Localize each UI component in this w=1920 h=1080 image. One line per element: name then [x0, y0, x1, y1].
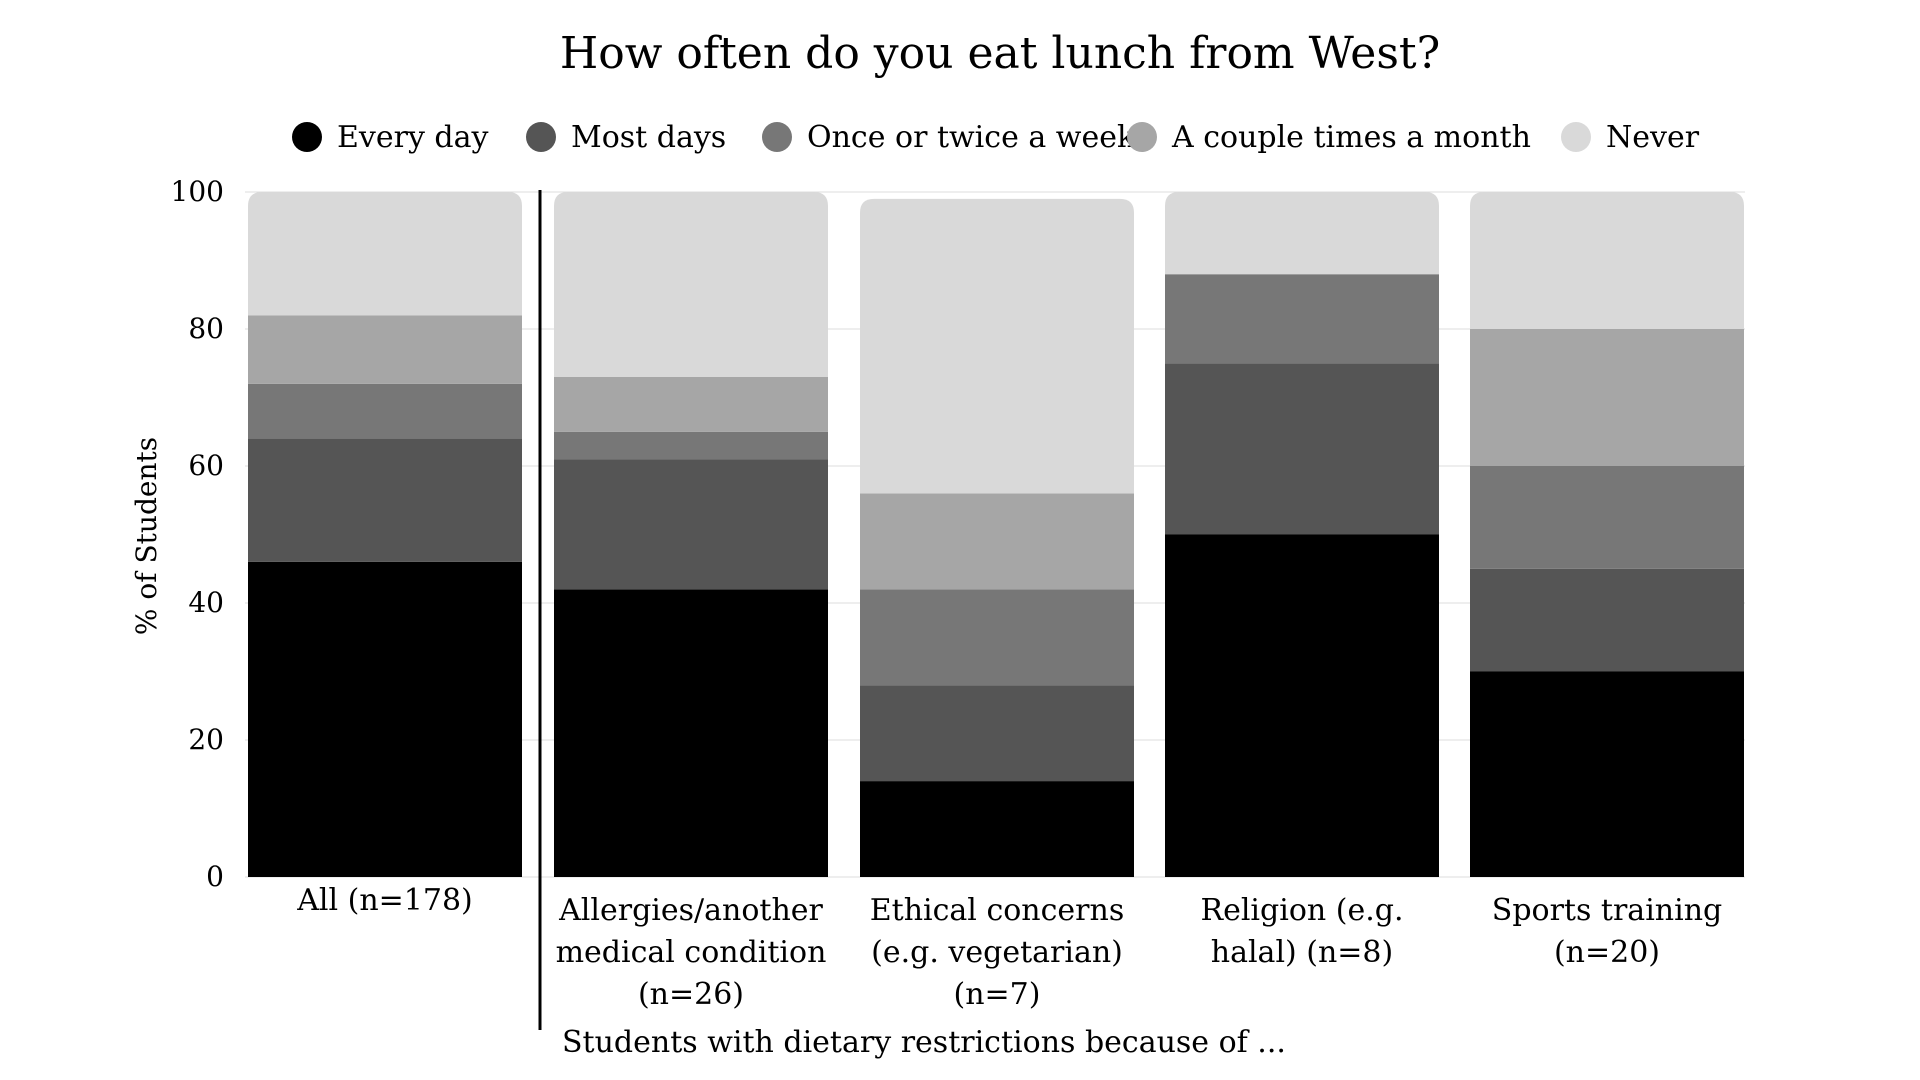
legend-label: Once or twice a week: [807, 120, 1136, 155]
y-tick-label: 20: [188, 723, 224, 756]
legend-swatch: [526, 122, 556, 152]
bar-group: [1165, 192, 1439, 877]
y-tick-label: 100: [171, 175, 224, 208]
x-category-label: (e.g. vegetarian): [871, 935, 1123, 970]
bar-segment: [554, 376, 828, 432]
x-axis-labels: All (n=178) Allergies/another medical cond…: [296, 883, 1722, 1012]
legend: Every day Most days Once or twice a week A …: [292, 120, 1700, 155]
bar-group: [860, 198, 1134, 877]
legend-label: A couple times a month: [1171, 120, 1531, 155]
bar-segment: [1470, 192, 1744, 329]
x-category-label: halal) (n=8): [1211, 935, 1393, 970]
legend-swatch: [292, 122, 322, 152]
x-category-label: All (n=178): [296, 883, 473, 918]
bar-segment: [248, 438, 522, 562]
bar-segment: [1165, 192, 1439, 275]
x-category-label: Allergies/another: [558, 893, 823, 928]
legend-label: Never: [1606, 120, 1700, 155]
y-axis: 0 20 40 60 80 100: [171, 175, 224, 893]
bar-segment: [554, 431, 828, 460]
bar-segment: [554, 192, 828, 377]
bars: [248, 192, 1744, 877]
legend-label: Every day: [337, 120, 489, 155]
x-category-label: (n=20): [1554, 935, 1660, 970]
y-tick-label: 80: [188, 312, 224, 345]
legend-label: Most days: [571, 120, 726, 155]
bar-group: [248, 192, 522, 877]
bar-segment: [1470, 568, 1744, 672]
bar-segment: [554, 589, 828, 877]
bar-segment: [248, 192, 522, 316]
bar-segment: [1470, 671, 1744, 877]
bar-segment: [860, 493, 1134, 590]
y-tick-label: 60: [188, 449, 224, 482]
bar-segment: [1165, 363, 1439, 535]
bar-segment: [1165, 534, 1439, 877]
bar-segment: [248, 383, 522, 439]
x-category-label: Religion (e.g.: [1201, 893, 1404, 928]
bar-segment: [860, 685, 1134, 782]
bar-group: [554, 192, 828, 877]
bar-group: [1470, 192, 1744, 877]
legend-swatch: [1561, 122, 1591, 152]
y-axis-label: % of Students: [130, 437, 163, 635]
bar-segment: [1470, 466, 1744, 569]
y-tick-label: 40: [188, 586, 224, 619]
bar-segment: [554, 459, 828, 590]
chart-title: How often do you eat lunch from West?: [560, 28, 1440, 79]
y-tick-label: 0: [206, 860, 224, 893]
bar-segment: [860, 781, 1134, 877]
x-category-label: Ethical concerns: [870, 893, 1125, 928]
legend-swatch: [1127, 122, 1157, 152]
bar-segment: [860, 198, 1134, 494]
legend-swatch: [762, 122, 792, 152]
x-category-label: Sports training: [1492, 893, 1722, 928]
group-label: Students with dietary restrictions becau…: [562, 1025, 1286, 1060]
bar-segment: [248, 315, 522, 384]
bar-segment: [1470, 329, 1744, 466]
x-category-label: (n=7): [954, 977, 1041, 1012]
bar-segment: [860, 589, 1134, 686]
bar-segment: [248, 561, 522, 877]
x-category-label: (n=26): [638, 977, 744, 1012]
bar-segment: [1165, 274, 1439, 364]
x-category-label: medical condition: [556, 935, 827, 970]
